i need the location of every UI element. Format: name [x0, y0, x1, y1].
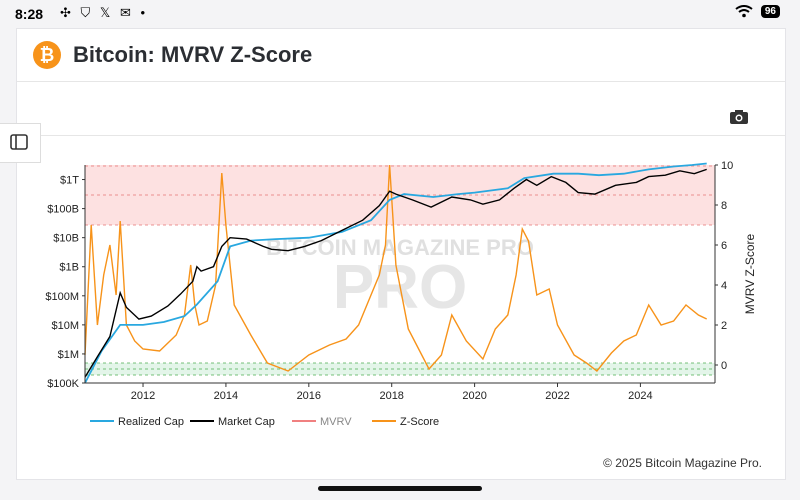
x-tick-label: 2016	[297, 390, 321, 402]
chart-legend: Realized Cap Market Cap MVRV Z-Score	[90, 416, 439, 428]
status-right: 96	[735, 5, 780, 18]
series-zscore-line	[84, 164, 708, 372]
y-left-tick-label: $1M	[58, 349, 79, 361]
status-notification-icons: ✣ ⛉ 𝕏 ✉ •	[60, 5, 149, 20]
series-market-cap-line	[84, 168, 707, 378]
y-left-tick-label: $1T	[60, 175, 79, 187]
status-time: 8:28	[15, 6, 44, 22]
x-tick-label: 2018	[379, 390, 403, 402]
grid-lines	[85, 165, 715, 376]
y-right-tick-labels: 0 2 4 6 8 10	[715, 160, 733, 372]
x-tick-label: 2020	[462, 390, 486, 402]
toolbar-divider	[17, 135, 785, 136]
y-left-tick-label: $100B	[47, 204, 79, 216]
y-left-tick-label: $100M	[45, 291, 79, 303]
y-right-tick-label: 0	[721, 360, 727, 372]
chart-header: ₿ Bitcoin: MVRV Z-Score	[17, 29, 785, 82]
y-right-axis-label: MVRV Z-Score	[743, 233, 757, 314]
sidebar-icon	[10, 134, 28, 150]
y-left-tick-label: $100K	[47, 378, 79, 390]
legend-label[interactable]: Market Cap	[218, 416, 275, 428]
y-left-tick-labels: $100K $1M $10M $100M $1B $10B $100B $1T	[45, 175, 85, 390]
y-left-tick-label: $1B	[59, 262, 79, 274]
copyright-text: © 2025 Bitcoin Magazine Pro.	[603, 456, 762, 470]
page-title: Bitcoin: MVRV Z-Score	[73, 42, 313, 67]
chart-card: ₿ Bitcoin: MVRV Z-Score	[16, 28, 786, 480]
y-right-tick-label: 2	[721, 320, 727, 332]
legend-label[interactable]: MVRV	[320, 416, 352, 428]
sidebar-toggle-button[interactable]	[0, 123, 41, 163]
y-left-tick-label: $10B	[53, 233, 79, 245]
x-tick-labels: 2012 2014 2016 2018 2020 2022 2024	[131, 383, 653, 402]
x-tick-label: 2012	[131, 390, 155, 402]
x-tick-label: 2024	[628, 390, 652, 402]
x-tick-label: 2022	[545, 390, 569, 402]
x-tick-label: 2014	[214, 390, 238, 402]
y-right-tick-label: 6	[721, 240, 727, 252]
series-realized-cap-line	[84, 162, 707, 384]
y-right-tick-label: 10	[721, 160, 733, 172]
legend-label[interactable]: Z-Score	[400, 416, 439, 428]
legend-label[interactable]: Realized Cap	[118, 416, 184, 428]
y-right-tick-label: 4	[721, 280, 727, 292]
watermark: BITCOIN MAGAZINE PRO	[266, 235, 534, 260]
camera-icon[interactable]	[729, 107, 749, 127]
status-bar: 8:28 ✣ ⛉ 𝕏 ✉ • 96	[0, 0, 800, 28]
y-right-tick-label: 8	[721, 200, 727, 212]
battery-indicator: 96	[760, 5, 780, 18]
wifi-icon	[735, 5, 753, 18]
bitcoin-icon: ₿	[33, 41, 61, 69]
home-indicator[interactable]	[318, 486, 482, 491]
y-left-tick-label: $10M	[51, 320, 79, 332]
